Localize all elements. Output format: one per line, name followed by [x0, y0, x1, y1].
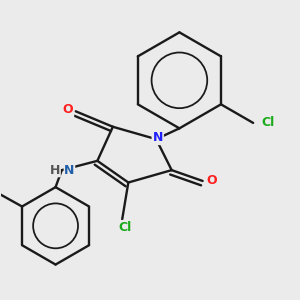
Text: Cl: Cl — [261, 116, 274, 129]
Text: Cl: Cl — [118, 221, 132, 234]
Text: H: H — [50, 164, 60, 177]
Text: O: O — [63, 103, 73, 116]
Text: N: N — [64, 164, 75, 177]
Text: N: N — [153, 131, 163, 144]
Text: O: O — [206, 175, 217, 188]
